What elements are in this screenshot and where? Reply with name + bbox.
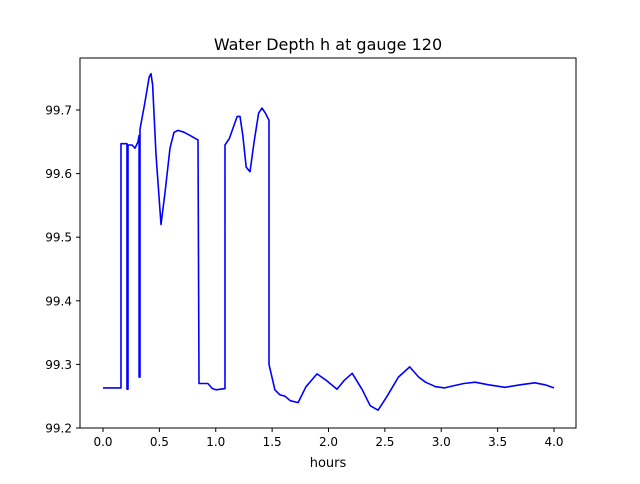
x-axis: 0.0 0.5 1.0 1.5 2.0 2.5 3.0 3.5 4.0 (93, 428, 564, 449)
x-tick-label: 2.5 (375, 435, 394, 449)
x-tick-label: 3.5 (488, 435, 507, 449)
x-tick-label: 4.0 (544, 435, 563, 449)
x-tick-label: 2.0 (319, 435, 338, 449)
series-line-h (103, 72, 555, 412)
y-tick-label: 99.5 (45, 231, 72, 245)
plot-area (103, 72, 555, 412)
x-tick-label: 1.5 (263, 435, 282, 449)
chart-title: Water Depth h at gauge 120 (214, 35, 442, 54)
x-tick-label: 1.0 (206, 435, 225, 449)
x-axis-label: hours (310, 456, 347, 471)
y-tick-label: 99.2 (45, 422, 72, 436)
y-tick-label: 99.3 (45, 358, 72, 372)
y-tick-label: 99.7 (45, 104, 72, 118)
y-tick-label: 99.6 (45, 167, 72, 181)
y-tick-label: 99.4 (45, 294, 72, 308)
x-tick-label: 0.0 (93, 435, 112, 449)
x-tick-label: 3.0 (432, 435, 451, 449)
y-axis: 99.2 99.3 99.4 99.5 99.6 99.7 (45, 104, 80, 436)
x-tick-label: 0.5 (150, 435, 169, 449)
